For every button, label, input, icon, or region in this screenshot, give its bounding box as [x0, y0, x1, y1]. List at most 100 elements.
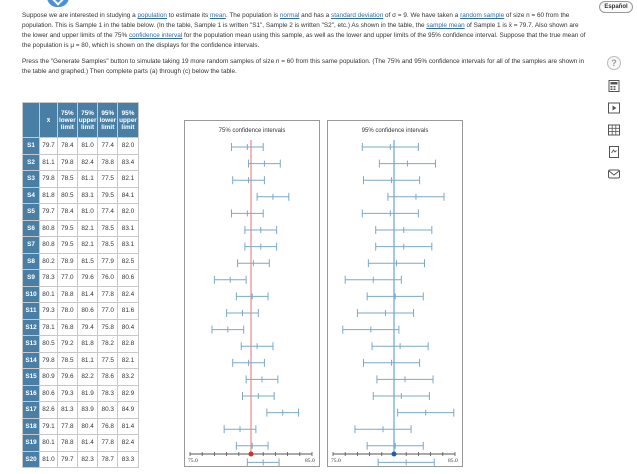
- ci-95-axis-max: 85.0: [448, 458, 458, 464]
- table-cell: 82.6: [39, 401, 58, 419]
- table-cell: 83.4: [117, 153, 139, 171]
- table-cell: 83.2: [117, 368, 139, 386]
- table-cell: 79.8: [57, 153, 78, 171]
- table-row: S16 80.6 79.3 81.9 78.3 82.9: [22, 384, 139, 402]
- table-row: S2 81.1 79.8 82.4 78.8 83.4: [22, 153, 139, 171]
- table-cell: 78.4: [57, 137, 78, 155]
- table-cell: 84.1: [117, 186, 139, 204]
- table-cell: 77.8: [97, 434, 119, 452]
- row-label: S15: [22, 368, 40, 386]
- table-cell: 76.0: [97, 269, 119, 287]
- row-label: S14: [22, 351, 40, 369]
- table-cell: 81.1: [39, 153, 58, 171]
- table-row: S6 80.8 79.5 82.1 78.5 83.1: [22, 219, 139, 237]
- table-cell: 80.2: [39, 252, 58, 270]
- sample-data-table: x̄ 75% lower limit 75% upper limit 95% l…: [22, 102, 139, 468]
- table-row: S14 79.8 78.5 81.1 77.5 82.1: [22, 351, 139, 369]
- table-cell: 78.8: [57, 434, 78, 452]
- table-cell: 79.5: [97, 186, 119, 204]
- grid-icon[interactable]: [607, 124, 621, 136]
- table-cell: 78.4: [57, 203, 78, 221]
- link-standard-deviation[interactable]: standard deviation: [331, 12, 384, 19]
- ci-75-true-mean-marker: [248, 451, 254, 457]
- table-row: S19 80.1 78.8 81.4 77.8 82.4: [22, 434, 139, 452]
- table-row: S13 80.5 79.2 81.8 78.2 82.8: [22, 335, 139, 353]
- text: of size n = 60 from the population. This…: [22, 12, 570, 29]
- table-row: S17 82.6 81.3 83.9 80.3 84.9: [22, 401, 139, 419]
- table-cell: 79.8: [39, 170, 58, 188]
- table-cell: 82.1: [117, 170, 139, 188]
- table-cell: 83.1: [117, 219, 139, 237]
- table-row: S11 79.3 78.0 80.6 77.0 81.6: [22, 302, 139, 320]
- table-cell: 81.0: [39, 450, 58, 468]
- table-cell: 79.1: [39, 417, 58, 435]
- table-cell: 81.4: [76, 285, 99, 303]
- ci-75-axis-max: 85.0: [305, 458, 315, 464]
- table-cell: 81.3: [57, 401, 78, 419]
- table-cell: 80.6: [76, 302, 99, 320]
- table-cell: 79.8: [39, 351, 58, 369]
- ci-95-true-mean-marker: [391, 451, 397, 457]
- ci-95-title: 95% confidence intervals: [361, 128, 429, 134]
- row-label: S13: [22, 335, 40, 353]
- table-cell: 77.9: [97, 252, 119, 270]
- table-cell: 77.4: [97, 203, 119, 221]
- table-cell: 81.1: [76, 351, 99, 369]
- table-cell: 82.8: [117, 335, 139, 353]
- table-cell: 80.3: [97, 401, 119, 419]
- ci-75-axis-min: 75.0: [188, 458, 198, 464]
- table-cell: 82.1: [76, 236, 99, 254]
- table-cell: 78.5: [97, 236, 119, 254]
- table-cell: 79.3: [57, 384, 78, 402]
- ci-95-axis-min: 75.0: [331, 458, 341, 464]
- text: . The population is: [225, 12, 280, 19]
- table-cell: 78.3: [39, 269, 58, 287]
- table-cell: 80.4: [117, 318, 139, 336]
- table-row: S20 81.0 79.7 82.3 78.7 83.3: [22, 450, 139, 468]
- table-cell: 80.6: [39, 384, 58, 402]
- table-cell: 80.1: [39, 434, 58, 452]
- link-sample-mean[interactable]: sample mean: [426, 22, 465, 29]
- calculator-icon[interactable]: [607, 80, 621, 92]
- language-button[interactable]: Español: [599, 1, 633, 13]
- table-cell: 82.5: [117, 252, 139, 270]
- table-cell: 80.5: [39, 335, 58, 353]
- column-header-95-upper: 95% upper limit: [117, 102, 139, 138]
- table-cell: 82.4: [117, 285, 139, 303]
- question-mark-icon[interactable]: ?: [607, 56, 621, 70]
- table-cell: 82.9: [117, 384, 139, 402]
- text: and has a: [299, 12, 332, 19]
- table-header-row: x̄ 75% lower limit 75% upper limit 95% l…: [22, 102, 139, 138]
- table-cell: 78.2: [97, 335, 119, 353]
- link-random-sample[interactable]: random sample: [460, 12, 505, 19]
- video-icon[interactable]: [607, 102, 621, 114]
- collapse-chevron-icon[interactable]: [47, 0, 69, 7]
- table-cell: 83.1: [76, 186, 99, 204]
- email-icon[interactable]: [607, 168, 621, 180]
- table-cell: 83.9: [76, 401, 99, 419]
- table-cell: 81.4: [76, 434, 99, 452]
- row-label: S5: [22, 203, 40, 221]
- table-cell: 80.8: [39, 236, 58, 254]
- table-cell: 80.8: [39, 219, 58, 237]
- table-cell: 80.4: [76, 417, 99, 435]
- table-row: S9 78.3 77.0 79.6 76.0 80.6: [22, 269, 139, 287]
- table-cell: 81.6: [117, 302, 139, 320]
- table-cell: 79.3: [39, 302, 58, 320]
- row-label: S20: [22, 450, 40, 468]
- table-cell: 82.4: [117, 434, 139, 452]
- table-cell: 81.0: [76, 137, 99, 155]
- table-cell: 79.4: [76, 318, 99, 336]
- table-corner: [22, 102, 40, 138]
- table-row: S1 79.7 78.4 81.0 77.4 82.0: [22, 137, 139, 155]
- link-population[interactable]: population: [137, 12, 167, 19]
- document-icon[interactable]: [607, 146, 621, 158]
- link-mean[interactable]: mean: [209, 12, 226, 19]
- table-cell: 82.1: [76, 219, 99, 237]
- table-cell: 83.3: [117, 450, 139, 468]
- link-normal[interactable]: normal: [279, 12, 300, 19]
- table-cell: 77.8: [97, 285, 119, 303]
- text: for the population mean using this sampl…: [22, 32, 586, 49]
- link-confidence-interval[interactable]: confidence interval: [128, 32, 183, 39]
